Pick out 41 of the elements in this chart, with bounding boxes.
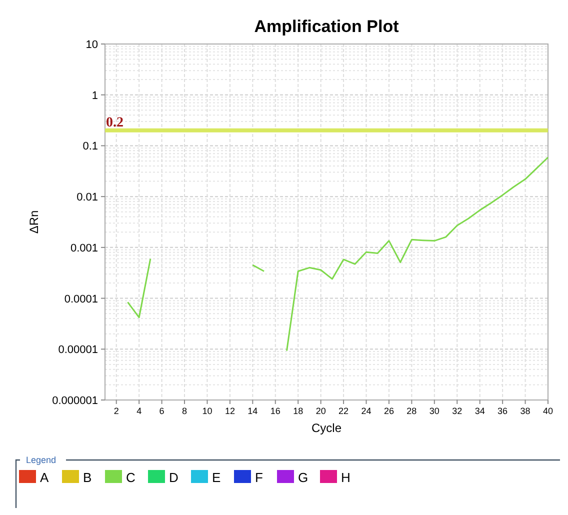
x-axis-title: Cycle xyxy=(311,421,342,435)
x-tick-label: 6 xyxy=(159,406,164,416)
y-tick-label: 0.1 xyxy=(82,140,98,153)
x-tick-label: 40 xyxy=(542,406,554,416)
x-tick-label: 12 xyxy=(224,406,235,416)
chart-title: Amplification Plot xyxy=(254,17,400,36)
x-tick-label: 30 xyxy=(429,406,440,416)
legend-label: G xyxy=(298,470,308,485)
y-tick-label: 0.00001 xyxy=(58,344,98,356)
legend-title: Legend xyxy=(26,455,56,465)
y-tick-label: 10 xyxy=(86,39,98,51)
x-tick-label: 32 xyxy=(452,406,462,416)
legend-label: H xyxy=(341,470,350,485)
x-tick-label: 8 xyxy=(182,406,188,416)
y-tick-label: 0.01 xyxy=(76,192,98,204)
x-tick-label: 22 xyxy=(338,406,349,416)
y-tick-label: 0.0001 xyxy=(64,293,98,306)
x-tick-label: 10 xyxy=(202,406,212,416)
y-tick-label: 1 xyxy=(92,90,98,102)
x-tick-label: 26 xyxy=(384,406,394,416)
x-tick-label: 2 xyxy=(114,406,119,416)
legend-label: F xyxy=(255,470,263,485)
ref-line-label: 0.2 xyxy=(106,115,124,130)
x-tick-label: 18 xyxy=(293,406,304,416)
y-tick-label: 0.000001 xyxy=(52,395,98,407)
legend-label: E xyxy=(212,470,221,485)
legend-label: D xyxy=(169,470,178,485)
legend-label: A xyxy=(40,470,49,485)
x-tick-label: 16 xyxy=(270,406,280,416)
x-tick-label: 36 xyxy=(498,406,508,416)
x-tick-label: 28 xyxy=(406,406,417,416)
x-tick-label: 14 xyxy=(248,406,258,416)
x-tick-label: 38 xyxy=(520,406,530,416)
x-tick-label: 20 xyxy=(316,406,326,416)
x-tick-label: 4 xyxy=(136,406,142,416)
x-tick-label: 24 xyxy=(361,406,372,416)
legend-label: B xyxy=(83,470,92,485)
y-tick-label: 0.001 xyxy=(70,242,98,254)
y-axis-title: ΔRn xyxy=(27,210,41,234)
x-tick-label: 34 xyxy=(474,406,485,416)
legend-label: C xyxy=(126,470,136,485)
